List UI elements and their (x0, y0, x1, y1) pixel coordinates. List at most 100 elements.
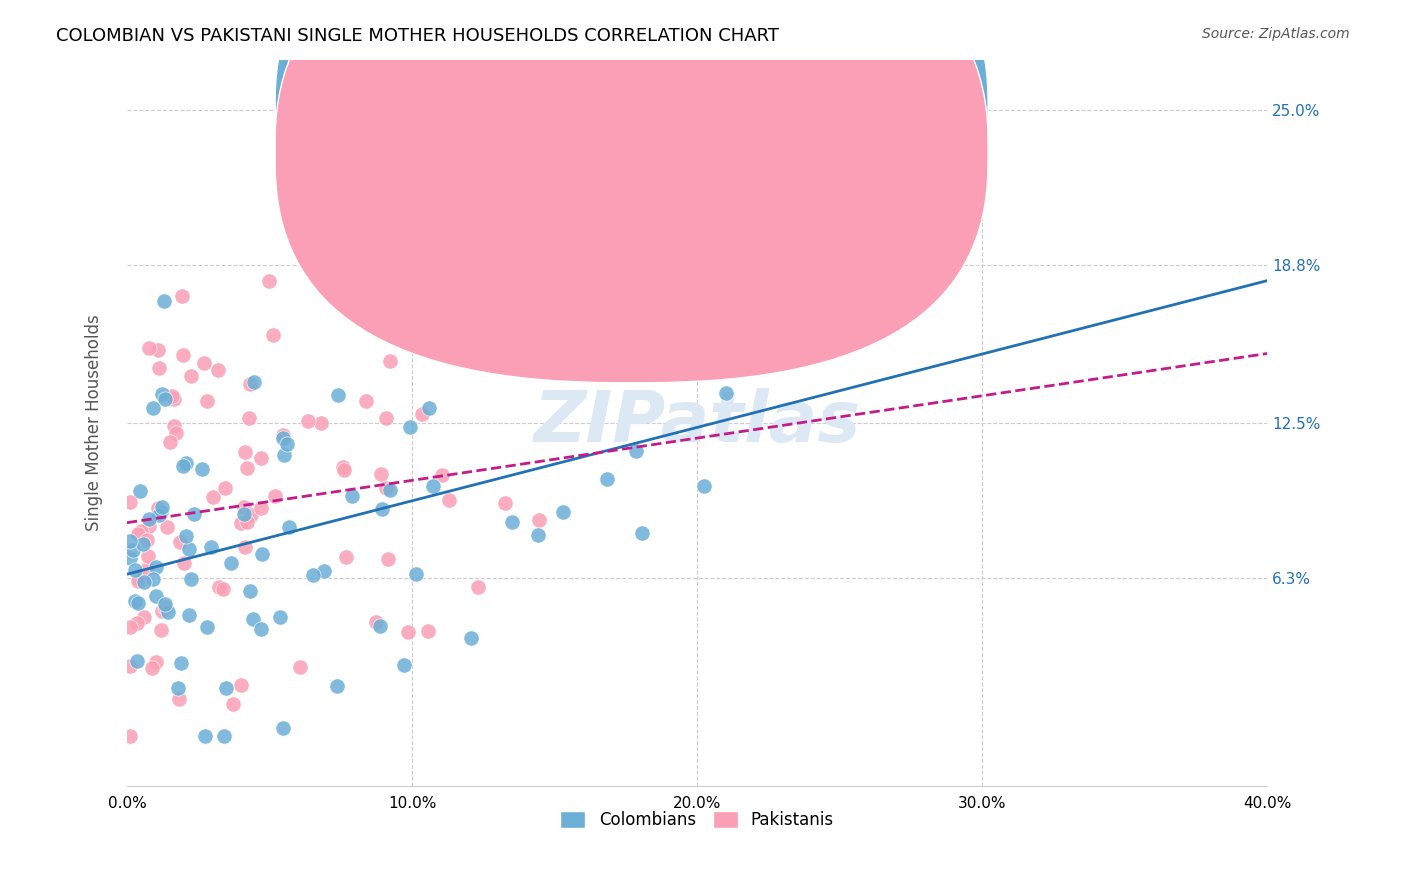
Point (173, 556, 195, 570)
Text: COLOMBIAN VS PAKISTANI SINGLE MOTHER HOUSEHOLDS CORRELATION CHART: COLOMBIAN VS PAKISTANI SINGLE MOTHER HOU… (56, 27, 779, 45)
Point (132, 536, 155, 550)
Point (378, 483, 401, 497)
Point (150, 386, 173, 401)
Point (375, 481, 398, 495)
Point (170, 656, 193, 670)
Point (145, 655, 167, 669)
Point (156, 520, 179, 534)
Point (169, 535, 191, 549)
Point (136, 549, 159, 563)
Point (288, 659, 311, 673)
Point (354, 394, 377, 409)
Point (138, 519, 160, 533)
FancyBboxPatch shape (595, 81, 936, 183)
Point (191, 461, 214, 475)
Point (326, 679, 349, 693)
Point (138, 512, 160, 526)
Point (174, 529, 197, 543)
Point (262, 328, 284, 343)
Point (118, 659, 141, 673)
Point (335, 550, 357, 565)
Point (124, 593, 146, 607)
Point (314, 565, 336, 579)
Point (233, 500, 256, 514)
Point (129, 484, 152, 499)
Point (716, 386, 738, 401)
Point (229, 678, 252, 692)
Point (145, 590, 167, 604)
FancyBboxPatch shape (276, 0, 988, 383)
Text: N = 81: N = 81 (811, 141, 879, 160)
Point (142, 572, 165, 586)
Point (371, 502, 394, 516)
Point (242, 612, 264, 626)
Point (233, 540, 256, 554)
Point (249, 623, 271, 637)
Point (211, 582, 233, 596)
Point (238, 410, 260, 425)
Point (239, 584, 262, 599)
Point (142, 401, 165, 416)
Point (134, 575, 156, 590)
Point (135, 562, 157, 576)
Point (257, 274, 280, 288)
Point (252, 547, 274, 561)
Point (201, 490, 224, 504)
Point (297, 414, 319, 428)
Point (145, 560, 167, 574)
Point (277, 520, 299, 534)
Text: R = 0.162: R = 0.162 (664, 102, 754, 120)
Point (222, 697, 245, 711)
Point (153, 599, 176, 614)
Y-axis label: Single Mother Households: Single Mother Households (86, 314, 103, 531)
Point (271, 431, 294, 445)
Point (437, 492, 460, 507)
Point (340, 489, 363, 503)
Point (127, 654, 149, 668)
Point (269, 610, 291, 624)
Point (378, 354, 401, 368)
Point (631, 525, 654, 540)
Point (146, 343, 169, 357)
Point (180, 368, 202, 383)
Point (207, 363, 229, 377)
Point (141, 661, 163, 675)
Point (551, 505, 574, 519)
Point (422, 478, 444, 492)
Point (195, 394, 218, 409)
FancyBboxPatch shape (276, 0, 988, 343)
Point (273, 448, 295, 462)
Point (167, 691, 190, 706)
Point (243, 375, 266, 389)
Point (150, 604, 173, 618)
Point (233, 445, 256, 459)
Point (503, 350, 526, 364)
Point (138, 341, 160, 355)
Point (118, 620, 141, 634)
Point (174, 456, 197, 470)
Point (127, 574, 149, 589)
Point (411, 407, 433, 421)
Text: ZIPatlas: ZIPatlas (533, 388, 860, 458)
Point (858, 253, 880, 268)
Point (418, 401, 440, 415)
Point (231, 516, 253, 530)
Point (526, 528, 548, 542)
Point (127, 527, 149, 541)
Point (118, 495, 141, 509)
Point (271, 722, 294, 736)
Point (122, 543, 145, 558)
Point (183, 508, 205, 522)
Point (235, 515, 257, 529)
Point (332, 459, 354, 474)
Point (494, 496, 516, 510)
Point (177, 541, 200, 556)
Point (377, 552, 399, 566)
Point (239, 377, 262, 392)
Point (136, 533, 159, 547)
Point (263, 489, 285, 503)
Point (368, 619, 391, 633)
Point (120, 551, 142, 566)
Point (430, 468, 453, 483)
Point (194, 729, 217, 743)
